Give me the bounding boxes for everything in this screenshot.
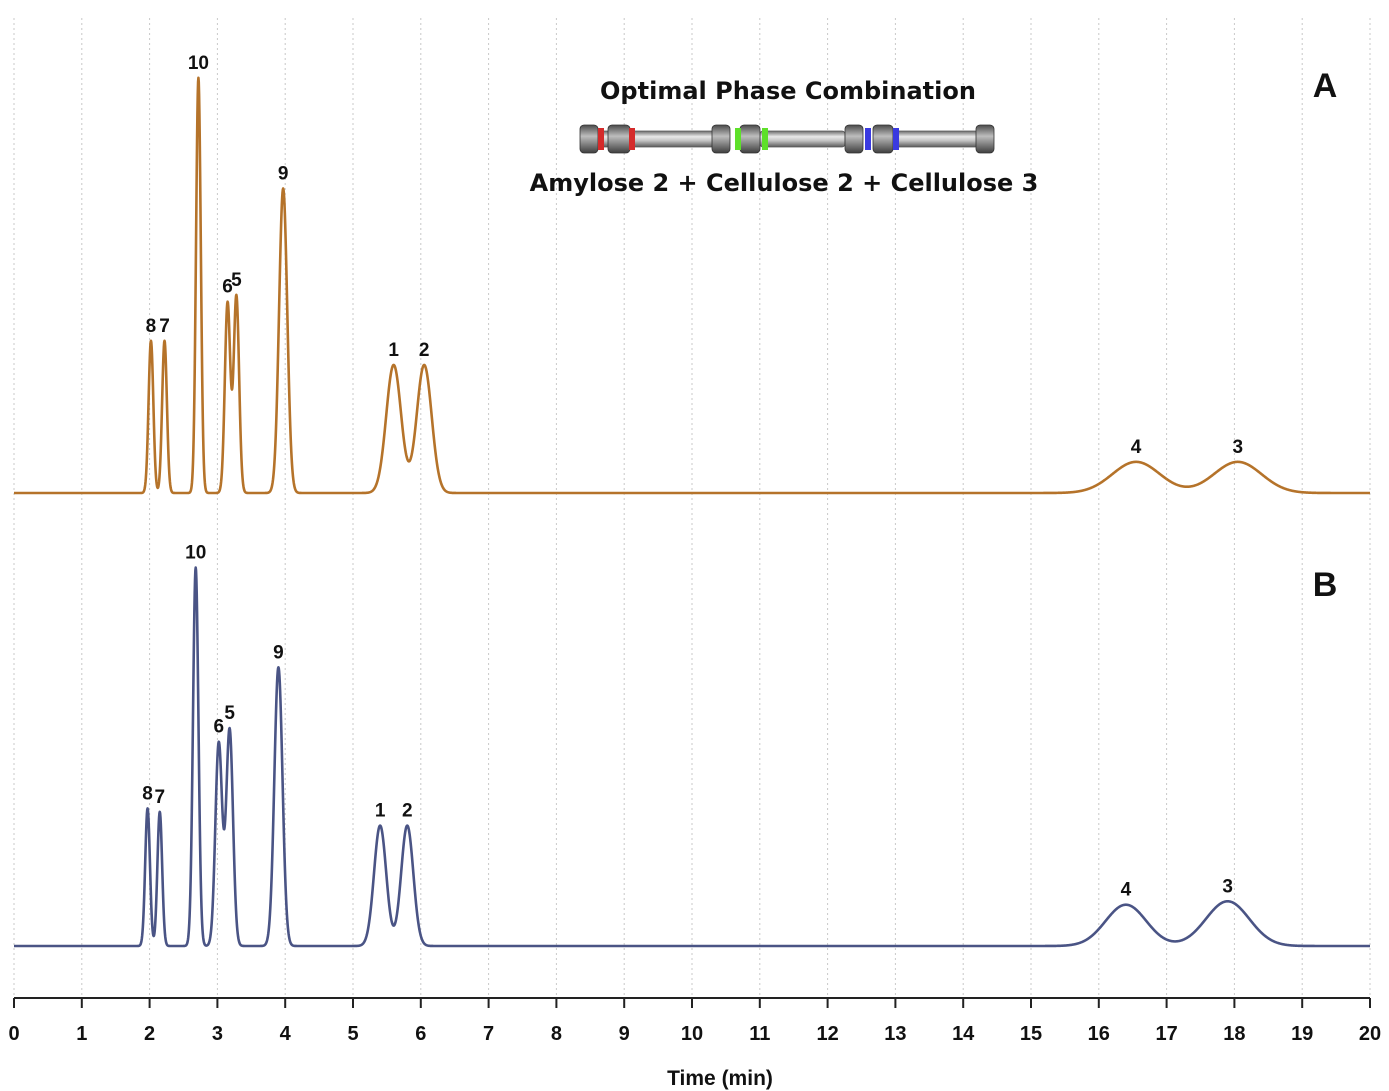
x-tick-label: 10 xyxy=(681,1023,703,1045)
x-tick-label: 18 xyxy=(1223,1023,1245,1045)
x-tick-label: 13 xyxy=(884,1023,906,1045)
peak-label: 8 xyxy=(146,316,157,337)
x-tick-label: 20 xyxy=(1359,1023,1381,1045)
x-tick-label: 5 xyxy=(347,1023,358,1045)
column-fitting xyxy=(975,124,995,154)
inset-title: Optimal Phase Combination xyxy=(600,77,976,105)
column-fitting xyxy=(739,124,761,154)
x-tick-label: 12 xyxy=(816,1023,838,1045)
x-axis-label: Time (min) xyxy=(667,1067,773,1090)
peak-label: 5 xyxy=(224,703,235,724)
x-tick-label: 11 xyxy=(749,1023,770,1045)
x-tick-label: 4 xyxy=(280,1023,292,1045)
peak-label: 1 xyxy=(375,801,386,822)
column-fitting xyxy=(711,124,731,154)
column-fitting xyxy=(844,124,864,154)
x-tick-label: 2 xyxy=(144,1023,155,1045)
peak-label: 1 xyxy=(388,340,399,361)
peak-label: 7 xyxy=(154,787,165,808)
peak-label: 9 xyxy=(278,164,289,185)
peak-label: 6 xyxy=(222,277,233,298)
column-color-band xyxy=(735,128,741,150)
x-tick-label: 1 xyxy=(76,1023,87,1045)
peak-label: 3 xyxy=(1233,437,1244,458)
x-tick-label: 15 xyxy=(1020,1023,1042,1045)
vertical-gridlines xyxy=(13,18,1371,998)
peak-label: 4 xyxy=(1121,880,1132,901)
column-tube xyxy=(759,130,846,148)
column-fitting xyxy=(579,124,599,154)
x-tick-label: 17 xyxy=(1155,1023,1177,1045)
column-tube xyxy=(894,130,981,148)
column-illustration xyxy=(579,124,995,154)
column-color-band xyxy=(598,128,604,150)
peak-label: 9 xyxy=(273,642,284,663)
panel-labels: AB xyxy=(1313,67,1338,604)
peak-label: 4 xyxy=(1131,437,1142,458)
column-fitting xyxy=(872,124,894,154)
peak-label: 3 xyxy=(1222,876,1233,897)
x-tick-label: 0 xyxy=(8,1023,19,1045)
trace-b xyxy=(13,566,1371,948)
peak-label: 2 xyxy=(419,340,430,361)
peak-label: 7 xyxy=(159,316,170,337)
peak-label: 6 xyxy=(213,717,224,738)
peak-label: 2 xyxy=(402,801,413,822)
panel-label-a: A xyxy=(1313,67,1338,105)
traces xyxy=(13,76,1371,948)
x-tick-label: 9 xyxy=(619,1023,630,1045)
column-inset: Optimal Phase Combination Amylose 2 + Ce… xyxy=(530,77,1039,197)
peak-label: 5 xyxy=(231,270,242,291)
column-color-band xyxy=(762,128,768,150)
x-tick-label: 19 xyxy=(1291,1023,1313,1045)
inset-subtitle: Amylose 2 + Cellulose 2 + Cellulose 3 xyxy=(530,169,1039,197)
x-tick-label: 6 xyxy=(415,1023,426,1045)
panel-label-b: B xyxy=(1313,566,1338,604)
column-color-band xyxy=(865,128,871,150)
column-color-band xyxy=(629,128,635,150)
x-tick-label: 8 xyxy=(551,1023,562,1045)
trace-a xyxy=(13,76,1371,495)
x-tick-label: 14 xyxy=(952,1023,975,1045)
column-fitting xyxy=(607,124,631,154)
x-tick-label: 7 xyxy=(483,1023,494,1045)
peak-label: 8 xyxy=(142,783,153,804)
column-color-band xyxy=(893,128,899,150)
x-tick-label: 16 xyxy=(1088,1023,1110,1045)
x-tick-label: 3 xyxy=(212,1023,223,1045)
x-axis: 0 1 2 3 4 5 6 7 8 9 10 11 12 13 14 15 16 17 18 19 20 xyxy=(8,997,1381,1045)
peak-label: 10 xyxy=(185,543,206,564)
peak-label: 10 xyxy=(188,53,209,74)
